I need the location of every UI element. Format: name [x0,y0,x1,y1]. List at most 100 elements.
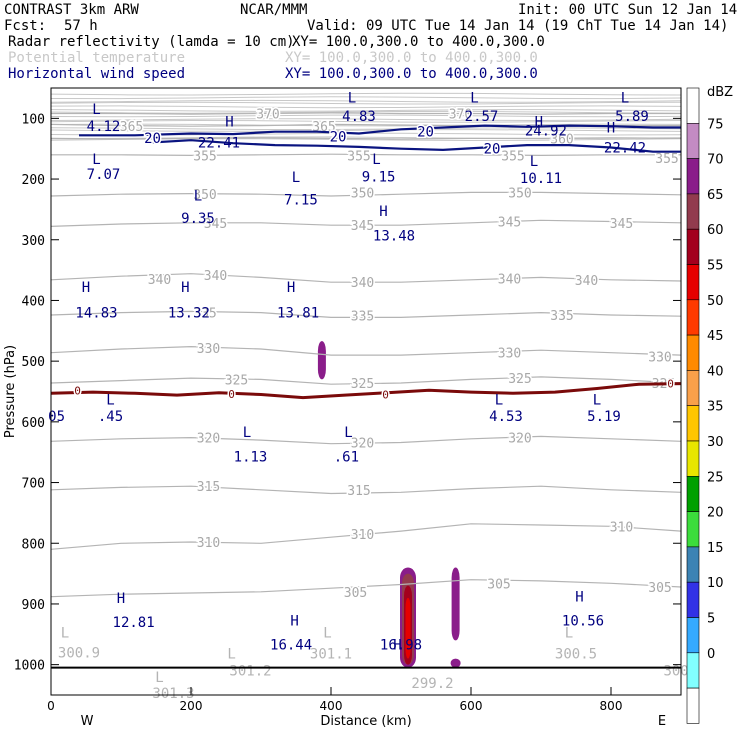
theta-contour-320 [50,435,682,445]
colorbar-swatch [686,617,700,654]
theta-label: 350 [193,188,216,203]
field-xy-wind: XY= 100.0,300.0 to 400.0,300.0 [285,66,538,82]
extremum-marker: L [348,91,356,107]
extremum-value: 14.83 [75,306,117,322]
x-tick-label: 400 [320,699,343,713]
extremum-value: 300.5 [555,647,597,663]
colorbar-level-label: 30 [707,435,724,450]
extremum-value: 12.81 [113,615,155,631]
colorbar-swatch [686,440,700,477]
stratosphere-theta-line [50,118,682,122]
theta-contour-305 [50,579,682,598]
extremum-marker: H [82,280,90,296]
y-tick-label: 600 [22,416,45,431]
extremum-value: 7.15 [284,193,318,209]
extremum-value: 300 [663,664,688,680]
extremum-marker: H [393,638,401,654]
theta-label: 365 [120,120,143,135]
theta-label: 355 [193,149,216,164]
zero-contour-label: 0 [74,384,81,397]
field-xy-reflectivity: XY= 100.0,300.0 to 400.0,300.0 [292,34,545,50]
theta-contour-355 [51,153,681,157]
extremum-value: 5.19 [587,409,621,425]
colorbar-level-label: 40 [707,364,724,379]
reflectivity-cell [451,567,460,641]
stratosphere-theta-line [50,123,682,127]
extremum-marker: H [287,280,295,296]
colorbar-swatch [686,546,700,583]
extremum-marker: H [181,280,189,296]
theta-label: 330 [498,347,521,362]
extremum-value: 4.12 [87,119,121,135]
theta-label: 320 [508,432,531,447]
colorbar-swatch [686,264,700,301]
colorbar-level-label: 20 [707,506,724,521]
theta-label: 340 [351,276,374,291]
field-xy-theta: XY= 100.0,300.0 to 400.0,300.0 [285,50,538,66]
theta-label: 355 [655,152,678,167]
theta-contour-330 [50,345,682,356]
extremum-value: 05 [48,409,65,425]
y-axis-label: Pressure (hPa) [3,345,18,438]
extremum-marker: L [565,625,573,641]
extremum-marker: L [323,625,331,641]
extremum-marker: L [530,154,538,170]
stratosphere-theta-line [50,92,682,96]
colorbar-level-label: 75 [707,117,724,132]
extremum-value: 24.92 [525,123,567,139]
theta-contour-310 [50,523,682,550]
theta-label: 330 [197,342,220,357]
theta-label: 335 [351,310,374,325]
zero-contour-label: 0 [667,378,674,391]
colorbar-swatch [686,475,700,512]
y-tick-label: 900 [22,598,45,613]
extremum-marker: L [61,625,69,641]
extremum-marker: H [117,591,125,607]
stratosphere-theta-line [50,109,682,112]
stratosphere-theta-line [50,101,682,105]
valid-time: Valid: 09 UTC Tue 14 Jan 14 (19 ChT Tue … [307,18,729,34]
extremum-value: 301.3 [152,686,194,702]
theta-label: 340 [148,273,171,288]
field-name-wind: Horizontal wind speed [8,66,186,82]
theta-label: 305 [344,586,367,601]
field-name-reflectivity: Radar reflectivity (lamda = 10 cm) [8,34,295,50]
stratosphere-theta-line [50,127,682,130]
extremum-value: 9.15 [362,170,396,186]
wind-contour-20-0 [79,124,681,137]
colorbar-level-label: 5 [707,612,715,627]
theta-label: 310 [197,536,220,551]
extremum-marker: L [470,91,478,107]
forecast-label: Fcst: [4,18,47,34]
extremum-marker: L [92,152,100,168]
theta-label: 325 [225,373,248,388]
colorbar-swatch [686,581,700,618]
theta-label: 370 [449,107,472,122]
stratosphere-theta-line [50,129,682,132]
extremum-value: 22.42 [604,140,646,156]
colorbar-swatch [686,123,700,159]
zero-contour-layer: 0 0 0 0 [50,376,682,403]
extremum-value: 13.48 [373,229,415,245]
theta-label: 320 [197,432,220,447]
extremum-value: 13.32 [168,306,210,322]
theta-label: 345 [498,216,521,231]
reflectivity-cell [450,658,461,668]
colorbar-level-label: 15 [707,541,724,556]
colorbar-swatch [686,652,700,689]
y-tick-label: 1000 [14,659,45,674]
extremum-value: 4.83 [342,109,376,125]
theta-label: 315 [197,480,220,495]
theta-label: 330 [648,350,671,365]
theta-label: 305 [648,581,671,596]
extremum-marker: L [621,91,629,107]
extremum-marker: H [225,114,233,130]
init-time: Init: 00 UTC Sun 12 Jan 14 [518,2,738,18]
theta-label: 305 [487,577,510,592]
wind-label: 20 [144,131,161,147]
extremum-value: 9.35 [181,211,215,227]
extremum-value: 2.57 [465,109,499,125]
